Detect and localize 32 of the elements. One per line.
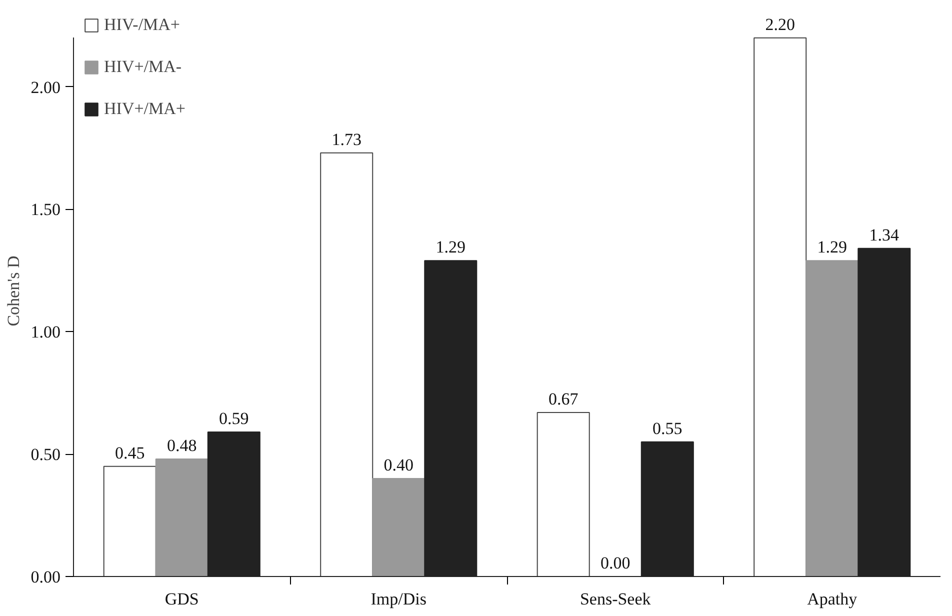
data-label: 2.20 bbox=[765, 14, 795, 34]
y-tick-label: 0.00 bbox=[30, 568, 60, 586]
bar bbox=[536, 412, 590, 576]
x-tick-label: GDS bbox=[164, 590, 199, 608]
data-label: 0.45 bbox=[114, 443, 145, 462]
y-tick-label: 1.00 bbox=[30, 322, 60, 342]
bar bbox=[103, 466, 156, 576]
y-tick-label: 1.50 bbox=[30, 200, 60, 220]
bar bbox=[754, 37, 807, 576]
y-tick-label: 2.00 bbox=[30, 78, 60, 97]
data-label: 1.29 bbox=[436, 238, 466, 257]
x-tick-label: Apathy bbox=[807, 590, 858, 608]
x-tick-label: Sens-Seek bbox=[580, 590, 652, 608]
data-label: 0.55 bbox=[652, 418, 682, 438]
data-label: 0.48 bbox=[167, 436, 197, 455]
y-tick-label: 0.50 bbox=[30, 445, 60, 464]
x-tick-label: Imp/Dis bbox=[370, 590, 426, 608]
data-label: 1.29 bbox=[817, 238, 847, 257]
data-label: 1.34 bbox=[869, 225, 900, 244]
data-label: 0.67 bbox=[548, 389, 579, 408]
data-label: 0.40 bbox=[384, 456, 414, 475]
y-axis-title: Cohen's D bbox=[4, 256, 23, 326]
data-label: 1.73 bbox=[332, 130, 362, 149]
legend-label: HIV-/MA+ bbox=[104, 15, 180, 35]
legend-label: HIV+/MA- bbox=[104, 57, 182, 77]
data-label: 0.59 bbox=[219, 409, 249, 428]
bar bbox=[806, 260, 859, 576]
bar bbox=[320, 152, 374, 576]
data-label: 0.00 bbox=[600, 554, 630, 572]
bar bbox=[155, 458, 208, 576]
legend-label: HIV+/MA+ bbox=[104, 99, 186, 119]
bar bbox=[372, 478, 426, 576]
